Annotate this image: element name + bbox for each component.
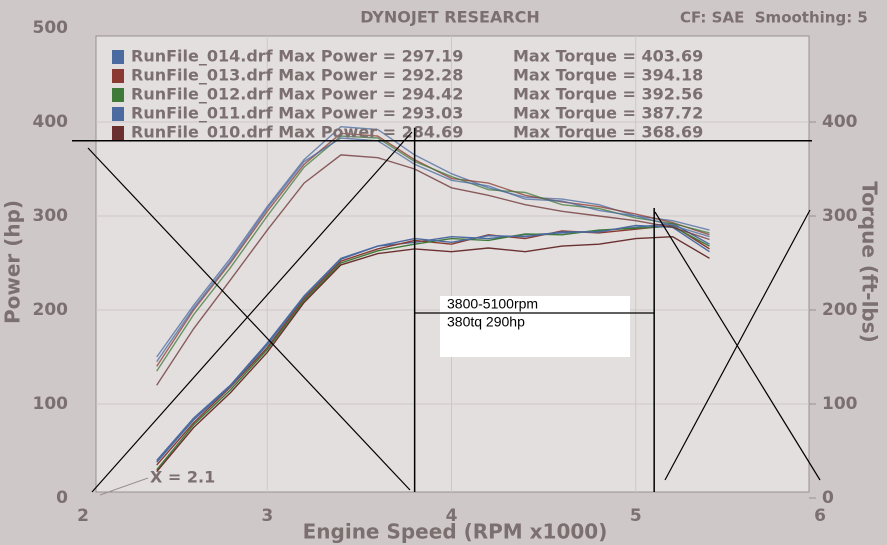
y-tick-label: 200: [33, 300, 69, 320]
x-axis-label: Engine Speed (RPM x1000): [303, 520, 608, 544]
y2-tick-label: 0: [822, 488, 834, 508]
plot-area: [95, 35, 810, 493]
legend-label: RunFile_011.drf Max Power = 293.03: [131, 104, 463, 123]
chart-title: DYNOJET RESEARCH: [360, 8, 540, 27]
y-axis-label: Power (hp): [1, 200, 25, 324]
legend-label: Max Torque = 392.56: [513, 85, 703, 104]
annotations: X = 2.1 3800-5100rpm 380tq 290hp: [72, 128, 821, 496]
power-line: [156, 224, 710, 466]
x-tick-label: 3: [261, 506, 273, 526]
legend-label: Max Torque = 368.69: [513, 123, 703, 142]
y2-tick-label: 400: [822, 112, 858, 132]
legend-label: Max Torque = 394.18: [513, 66, 703, 85]
power-line: [156, 224, 710, 463]
legend-label: RunFile_014.drf Max Power = 297.19: [131, 47, 463, 66]
legend-swatch: [112, 50, 124, 64]
chart-subtitle: CF: SAE Smoothing: 5: [680, 9, 868, 27]
x-tick-label: 5: [630, 506, 642, 526]
note-pointer: [99, 477, 149, 496]
power-line: [156, 235, 710, 473]
y-tick-label: 0: [56, 488, 68, 508]
legend-swatch: [112, 88, 124, 102]
legend-swatch: [112, 126, 124, 140]
x-note: X = 2.1: [150, 468, 215, 487]
y-tick-label: 100: [33, 394, 69, 414]
annotation-text: 380tq 290hp: [447, 314, 525, 330]
annotation-box: [440, 296, 630, 357]
legend-label: Max Torque = 387.72: [513, 104, 703, 123]
legend-swatch: [112, 69, 124, 83]
y2-tick-label: 300: [822, 206, 858, 226]
y-tick-label: 300: [33, 206, 69, 226]
y2-tick-label: 100: [822, 394, 858, 414]
y-tick-label: 400: [33, 112, 69, 132]
x-tick-label: 4: [446, 506, 458, 526]
legend-label: RunFile_010.drf Max Power = 284.69: [131, 123, 463, 142]
cross-line: [654, 211, 821, 481]
y-tick-label: 500: [33, 18, 69, 38]
x-tick-label: 2: [77, 506, 89, 526]
series-lines: [156, 125, 710, 473]
y2-axis-label: Torque (ft-lbs): [858, 181, 882, 343]
legend: RunFile_014.drf Max Power = 297.19 Max To…: [112, 47, 703, 142]
legend-swatch: [112, 107, 124, 121]
legend-label: RunFile_013.drf Max Power = 292.28: [131, 66, 463, 85]
cross-line: [87, 147, 411, 491]
legend-label: RunFile_012.drf Max Power = 294.42: [131, 85, 463, 104]
x-tick-label: 6: [814, 506, 826, 526]
torque-line: [156, 154, 710, 386]
legend-label: Max Torque = 403.69: [513, 47, 703, 66]
cross-line: [91, 131, 413, 493]
y2-tick-label: 200: [822, 300, 858, 320]
annotation-text: 3800-5100rpm: [447, 296, 538, 312]
torque-line: [156, 137, 710, 363]
